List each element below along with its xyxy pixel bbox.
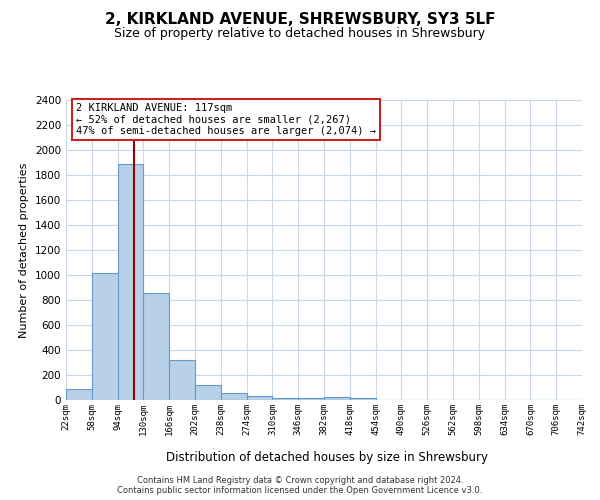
Bar [298,398,324,400]
Text: Contains HM Land Registry data © Crown copyright and database right 2024.: Contains HM Land Registry data © Crown c… [137,476,463,485]
Text: 2 KIRKLAND AVENUE: 117sqm
← 52% of detached houses are smaller (2,267)
47% of se: 2 KIRKLAND AVENUE: 117sqm ← 52% of detac… [76,103,376,136]
Text: 2, KIRKLAND AVENUE, SHREWSBURY, SY3 5LF: 2, KIRKLAND AVENUE, SHREWSBURY, SY3 5LF [105,12,495,28]
Bar [350,398,376,400]
Bar [143,292,169,400]
Text: Contains public sector information licensed under the Open Government Licence v3: Contains public sector information licen… [118,486,482,495]
Y-axis label: Number of detached properties: Number of detached properties [19,162,29,338]
Bar [324,397,350,400]
Bar [169,360,195,400]
Bar [195,385,221,400]
Bar [118,164,143,400]
Bar [247,396,272,400]
Bar [221,393,247,400]
Bar [272,398,298,400]
Text: Size of property relative to detached houses in Shrewsbury: Size of property relative to detached ho… [115,28,485,40]
Bar [92,272,118,400]
Text: Distribution of detached houses by size in Shrewsbury: Distribution of detached houses by size … [166,451,488,464]
Bar [66,389,92,400]
